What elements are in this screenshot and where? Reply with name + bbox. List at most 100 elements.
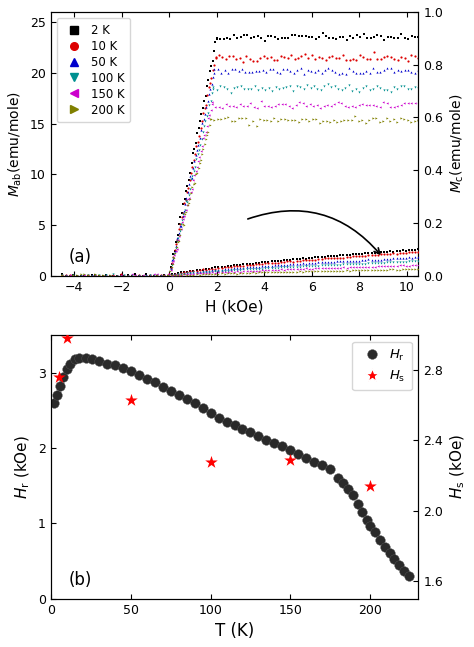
2 K [186, 168, 194, 179]
Point [393, 261, 401, 271]
150 K [197, 146, 204, 156]
Point [349, 259, 356, 269]
100 K [373, 80, 381, 91]
10 K [366, 54, 374, 64]
Point [274, 256, 282, 266]
10 K [184, 183, 192, 193]
Point [415, 264, 422, 274]
Point [327, 266, 335, 276]
10 K [377, 54, 384, 64]
2 K [73, 270, 81, 281]
Point [383, 248, 391, 259]
2 K [203, 80, 211, 91]
10 K [164, 270, 172, 281]
200 K [131, 270, 139, 281]
100 K [369, 83, 377, 94]
Point [386, 254, 394, 264]
2 K [91, 270, 99, 280]
100 K [210, 84, 217, 94]
100 K [247, 83, 255, 94]
200 K [176, 230, 184, 241]
100 K [120, 270, 128, 280]
2 K [142, 269, 150, 280]
100 K [401, 82, 408, 92]
50 K [195, 140, 202, 150]
Point [168, 270, 175, 280]
Point [358, 265, 366, 276]
50 K [311, 67, 319, 78]
2 K [213, 33, 220, 43]
100 K [198, 134, 205, 144]
Point [240, 263, 247, 273]
Point [415, 260, 422, 270]
150 K [240, 100, 247, 111]
100 K [154, 270, 161, 280]
50 K [120, 270, 128, 281]
Point [233, 265, 241, 275]
100 K [174, 233, 182, 243]
100 K [251, 82, 259, 92]
50 K [191, 155, 198, 166]
150 K [215, 102, 223, 112]
Point [258, 257, 266, 267]
100 K [142, 270, 150, 281]
Point [368, 258, 375, 269]
Point [352, 258, 360, 269]
Point [240, 266, 247, 276]
Point [368, 261, 375, 272]
Point [183, 267, 191, 277]
10 K [273, 55, 281, 65]
Point [346, 259, 354, 269]
50 K [404, 65, 412, 76]
150 K [401, 98, 408, 108]
150 K [177, 224, 184, 234]
100 K [390, 82, 398, 92]
150 K [88, 270, 95, 281]
100 K [192, 154, 200, 164]
Point [358, 258, 366, 269]
200 K [150, 270, 157, 281]
50 K [245, 67, 253, 77]
2 K [202, 91, 210, 101]
Point [309, 266, 316, 276]
Point [249, 260, 256, 270]
2 K [178, 208, 186, 218]
10 K [135, 270, 143, 280]
100 K [201, 121, 208, 131]
100 K [213, 85, 220, 95]
Point [399, 245, 407, 256]
200 K [267, 116, 274, 126]
100 K [146, 270, 154, 280]
Point [227, 261, 235, 271]
Point [233, 261, 241, 271]
Point [280, 259, 288, 270]
50 K [81, 270, 88, 281]
100 K [102, 270, 110, 281]
$H_{\mathrm{r}}$ [381, 542, 389, 553]
Point [224, 261, 232, 272]
2 K [206, 65, 213, 76]
Point [337, 263, 344, 273]
$H_{\mathrm{r}}$ [103, 358, 110, 369]
Point [199, 269, 207, 279]
$H_{\mathrm{r}}$ [89, 354, 96, 364]
Point [230, 261, 238, 271]
Point [171, 269, 179, 280]
100 K [117, 270, 125, 281]
Point [268, 267, 275, 277]
Point [264, 258, 272, 268]
2 K [298, 31, 306, 41]
200 K [358, 115, 366, 126]
50 K [207, 83, 214, 94]
Point [339, 262, 347, 272]
Point [249, 262, 256, 272]
Point [221, 264, 228, 274]
150 K [250, 102, 258, 113]
150 K [154, 269, 161, 280]
50 K [63, 269, 70, 280]
200 K [344, 115, 352, 125]
2 K [171, 246, 179, 256]
2 K [157, 270, 164, 281]
50 K [187, 171, 194, 182]
Point [305, 258, 313, 269]
